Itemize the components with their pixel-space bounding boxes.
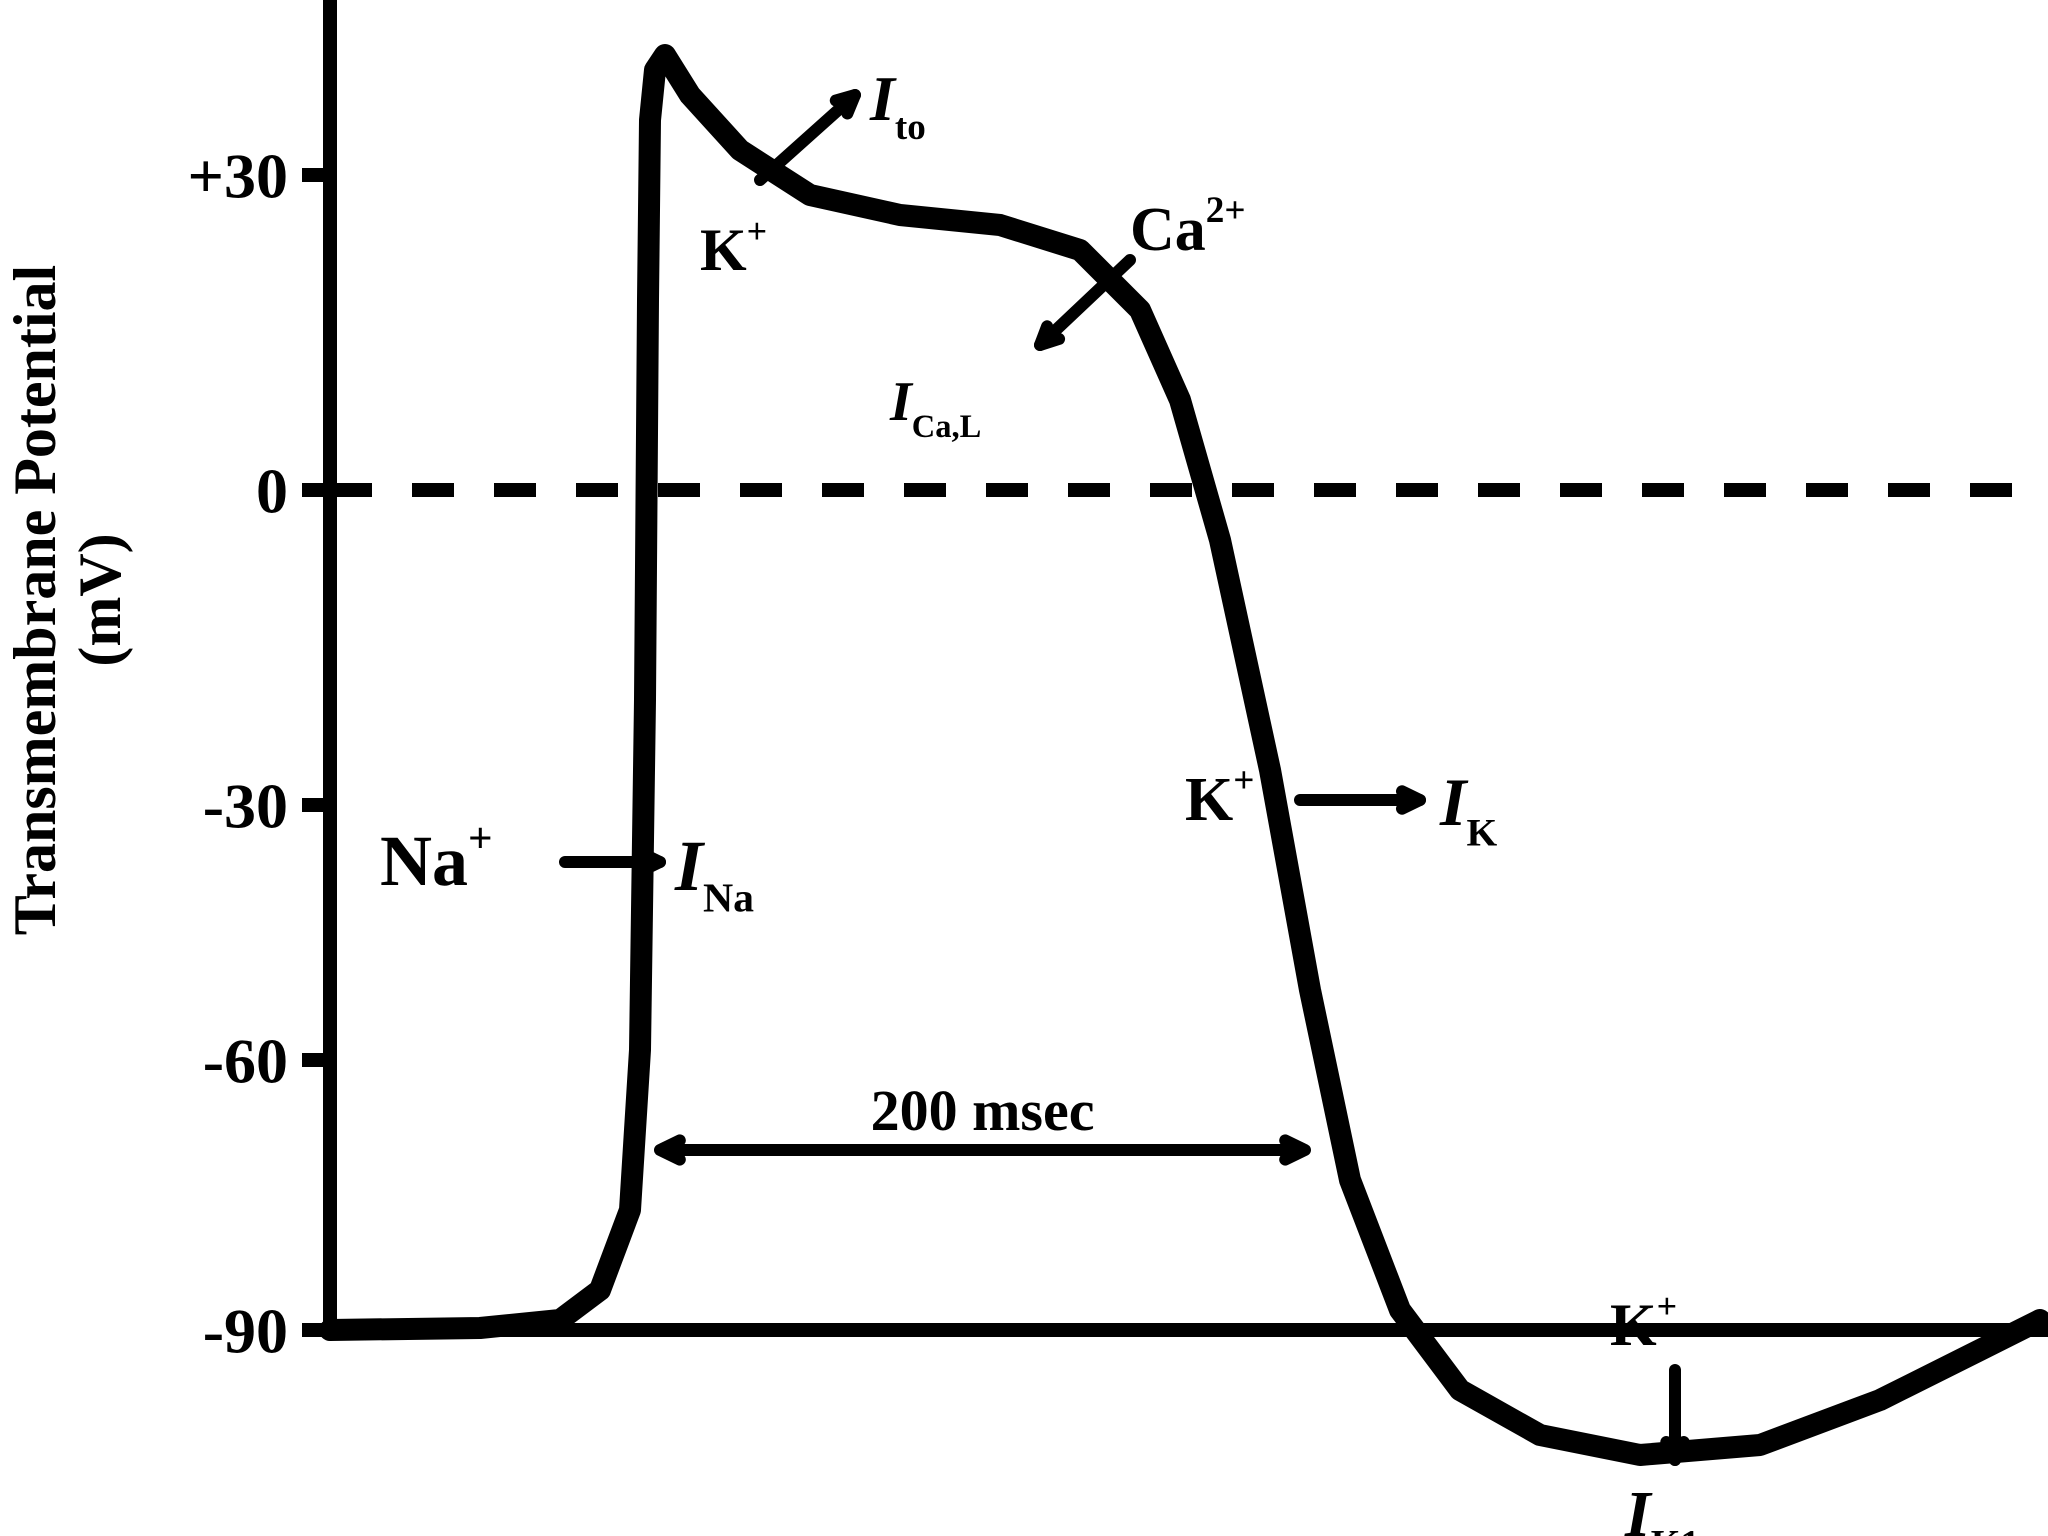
y-axis-unit: (mV) bbox=[67, 533, 133, 666]
time-scale-label: 200 msec bbox=[871, 1078, 1095, 1143]
y-tick-label: 0 bbox=[256, 455, 288, 526]
y-axis-label: Transmembrane Potential bbox=[2, 265, 68, 935]
y-tick-label: -60 bbox=[203, 1025, 288, 1096]
action-potential-chart: +30 0 -30 -60 -90 Transmembrane Potential(mV)… bbox=[0, 0, 2048, 1536]
y-tick-label: -90 bbox=[203, 1295, 288, 1366]
y-tick-label: +30 bbox=[188, 140, 288, 211]
y-tick-label: -30 bbox=[203, 770, 288, 841]
